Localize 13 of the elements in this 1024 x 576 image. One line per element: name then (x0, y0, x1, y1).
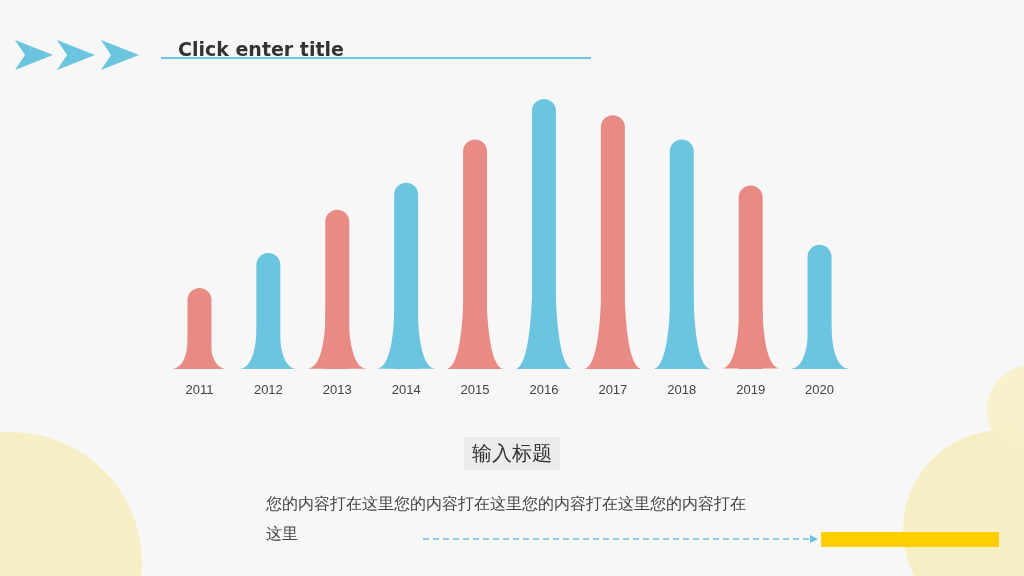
x-tick-label: 2011 (185, 382, 214, 397)
text: 您的内容打在这里您的内容打在这里您的内容打在这里您的内容打在这里 (265, 493, 746, 543)
chart-title: Click enter title (178, 37, 344, 60)
x-tick-label: 2013 (322, 382, 352, 397)
x-tick-label: 2020 (805, 382, 835, 397)
x-tick-label: 2014 (391, 382, 421, 397)
text: 输入标题 (464, 437, 560, 470)
x-tick-label: 2018 (667, 382, 697, 397)
x-tick-label: 2017 (598, 382, 628, 397)
x-tick-label: 2019 (736, 382, 766, 397)
x-tick-label: 2012 (253, 382, 283, 397)
x-tick-label: 2016 (529, 382, 559, 397)
x-tick-label: 2015 (460, 382, 490, 397)
